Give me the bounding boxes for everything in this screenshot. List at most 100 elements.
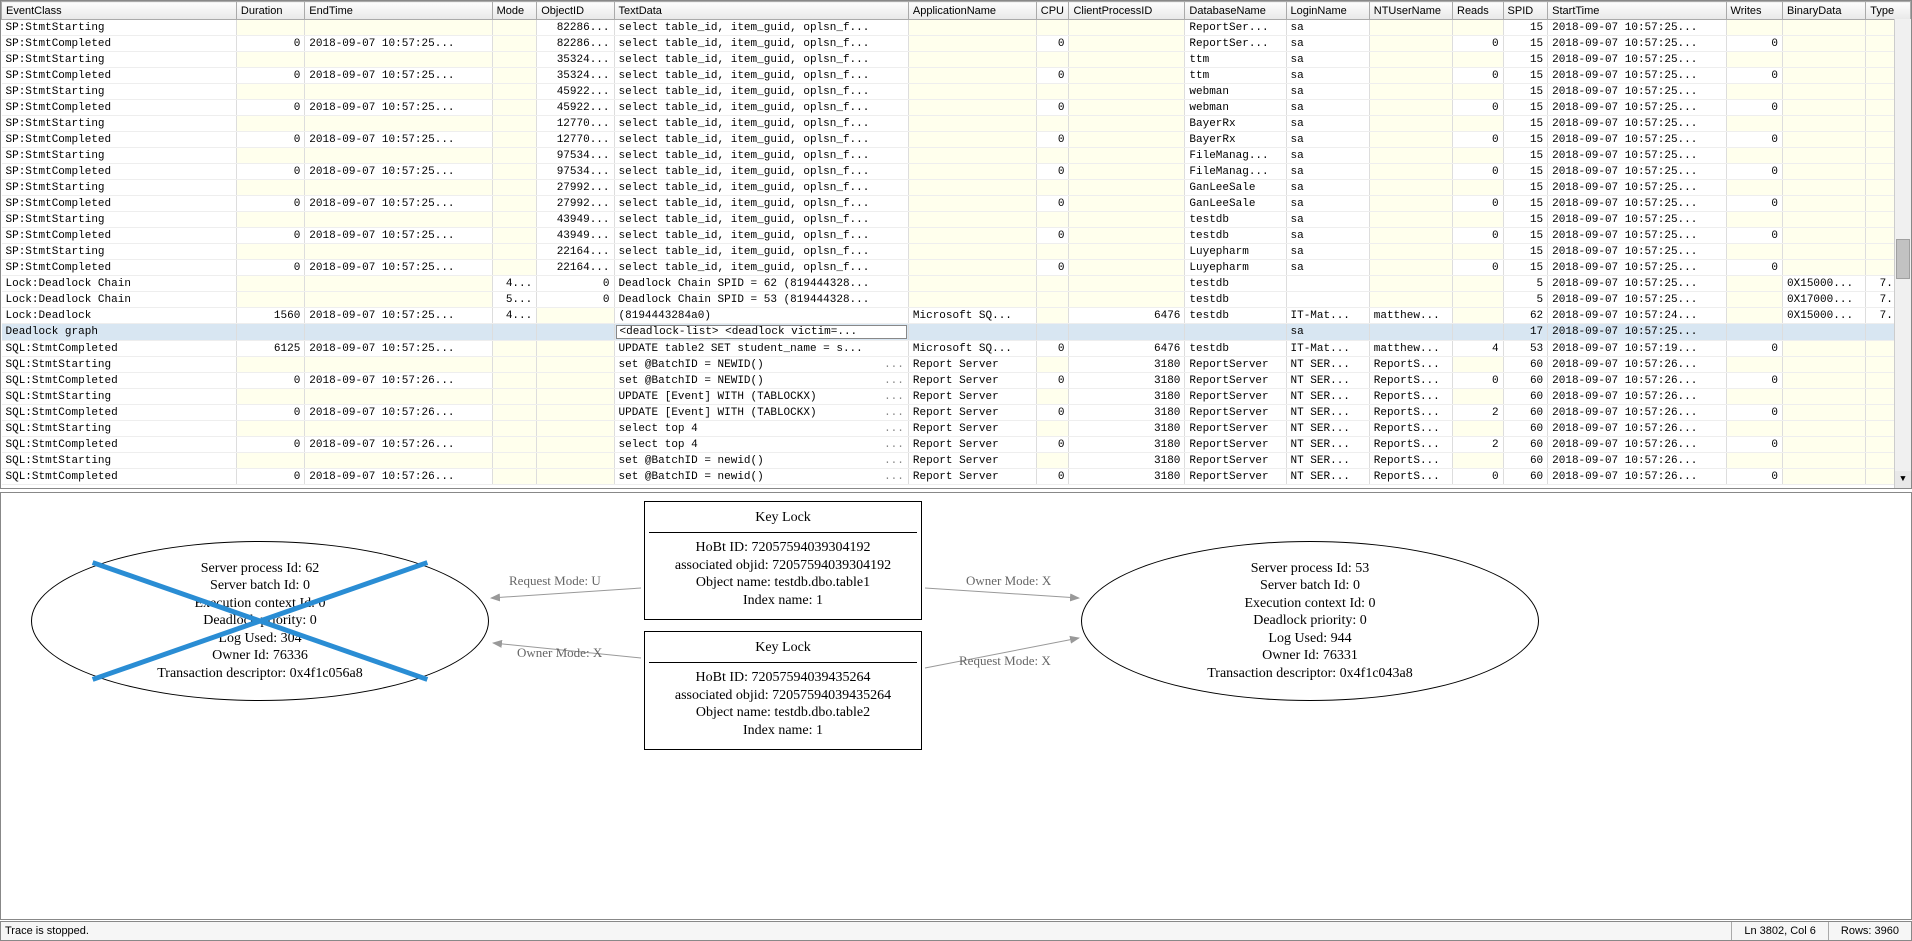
col-EndTime[interactable]: EndTime bbox=[305, 2, 492, 20]
table-row[interactable]: SP:StmtStarting45922...select table_id, … bbox=[2, 84, 1911, 100]
table-row[interactable]: SQL:StmtStartingUPDATE [Event] WITH (TAB… bbox=[2, 389, 1911, 405]
cell-DatabaseName: testdb bbox=[1185, 212, 1286, 228]
col-BinaryData[interactable]: BinaryData bbox=[1783, 2, 1866, 20]
cell-Mode: 4... bbox=[492, 276, 537, 292]
table-row[interactable]: Lock:Deadlock Chain5...0Deadlock Chain S… bbox=[2, 292, 1911, 308]
scrollbar-thumb[interactable] bbox=[1896, 239, 1910, 279]
col-ClientProcessID[interactable]: ClientProcessID bbox=[1069, 2, 1185, 20]
col-CPU[interactable]: CPU bbox=[1036, 2, 1069, 20]
cell-EndTime: 2018-09-07 10:57:25... bbox=[305, 228, 492, 244]
cell-ApplicationName bbox=[908, 164, 1036, 180]
cell-EventClass: Lock:Deadlock Chain bbox=[2, 292, 237, 308]
table-row[interactable]: SQL:StmtCompleted61252018-09-07 10:57:25… bbox=[2, 341, 1911, 357]
table-row[interactable]: SQL:StmtCompleted02018-09-07 10:57:26...… bbox=[2, 469, 1911, 485]
table-row[interactable]: SP:StmtStarting22164...select table_id, … bbox=[2, 244, 1911, 260]
cell-LoginName: IT-Mat... bbox=[1286, 341, 1369, 357]
cell-Writes: 0 bbox=[1726, 469, 1782, 485]
table-row[interactable]: SP:StmtCompleted02018-09-07 10:57:25...9… bbox=[2, 164, 1911, 180]
cell-LoginName: NT SER... bbox=[1286, 453, 1369, 469]
cell-TextData: UPDATE [Event] WITH (TABLOCKX)... bbox=[614, 405, 908, 421]
deadlock-victim-process[interactable]: Server process Id: 62Server batch Id: 0E… bbox=[31, 541, 489, 701]
key-lock-2[interactable]: Key LockHoBt ID: 72057594039435264associ… bbox=[644, 631, 922, 750]
table-row[interactable]: SP:StmtCompleted02018-09-07 10:57:25...2… bbox=[2, 196, 1911, 212]
table-row[interactable]: SP:StmtStarting82286...select table_id, … bbox=[2, 20, 1911, 36]
col-SPID[interactable]: SPID bbox=[1503, 2, 1548, 20]
table-row[interactable]: SP:StmtStarting97534...select table_id, … bbox=[2, 148, 1911, 164]
table-row[interactable]: SP:StmtCompleted02018-09-07 10:57:25...1… bbox=[2, 132, 1911, 148]
cell-Writes bbox=[1726, 308, 1782, 324]
cell-Reads: 0 bbox=[1453, 373, 1504, 389]
cell-NTUserName bbox=[1369, 68, 1452, 84]
cell-Reads: 0 bbox=[1453, 164, 1504, 180]
col-ObjectID[interactable]: ObjectID bbox=[537, 2, 614, 20]
cell-TextData: select table_id, item_guid, oplsn_f... bbox=[614, 36, 908, 52]
cell-ApplicationName bbox=[908, 148, 1036, 164]
cell-ApplicationName bbox=[908, 68, 1036, 84]
col-Duration[interactable]: Duration bbox=[236, 2, 304, 20]
cell-LoginName bbox=[1286, 292, 1369, 308]
table-row[interactable]: Deadlock graph<deadlock-list> <deadlock … bbox=[2, 324, 1911, 341]
cell-Duration bbox=[236, 421, 304, 437]
vertical-scrollbar[interactable]: ▼ bbox=[1894, 19, 1911, 488]
col-Reads[interactable]: Reads bbox=[1453, 2, 1504, 20]
cell-ObjectID: 12770... bbox=[537, 116, 614, 132]
cell-Reads bbox=[1453, 212, 1504, 228]
table-row[interactable]: SP:StmtCompleted02018-09-07 10:57:25...2… bbox=[2, 260, 1911, 276]
deadlock-survivor-process[interactable]: Server process Id: 53Server batch Id: 0E… bbox=[1081, 541, 1539, 701]
cell-Reads bbox=[1453, 84, 1504, 100]
cell-ClientProcessID bbox=[1069, 68, 1185, 84]
cell-DatabaseName: BayerRx bbox=[1185, 116, 1286, 132]
col-Mode[interactable]: Mode bbox=[492, 2, 537, 20]
table-row[interactable]: SQL:StmtStartingset @BatchID = newid()..… bbox=[2, 453, 1911, 469]
cell-ObjectID: 97534... bbox=[537, 164, 614, 180]
table-row[interactable]: SP:StmtStarting43949...select table_id, … bbox=[2, 212, 1911, 228]
table-row[interactable]: SP:StmtCompleted02018-09-07 10:57:25...8… bbox=[2, 36, 1911, 52]
col-DatabaseName[interactable]: DatabaseName bbox=[1185, 2, 1286, 20]
cell-Writes: 0 bbox=[1726, 164, 1782, 180]
cell-EventClass: SQL:StmtStarting bbox=[2, 357, 237, 373]
cell-BinaryData bbox=[1783, 421, 1866, 437]
cell-NTUserName bbox=[1369, 148, 1452, 164]
table-row[interactable]: SQL:StmtStartingset @BatchID = NEWID()..… bbox=[2, 357, 1911, 373]
cell-StartTime: 2018-09-07 10:57:26... bbox=[1548, 469, 1726, 485]
cell-NTUserName: matthew... bbox=[1369, 341, 1452, 357]
key-lock-1[interactable]: Key LockHoBt ID: 72057594039304192associ… bbox=[644, 501, 922, 620]
cell-TextData: select table_id, item_guid, oplsn_f... bbox=[614, 68, 908, 84]
cell-EventClass: SP:StmtStarting bbox=[2, 180, 237, 196]
table-row[interactable]: SP:StmtCompleted02018-09-07 10:57:25...4… bbox=[2, 228, 1911, 244]
col-EventClass[interactable]: EventClass bbox=[2, 2, 237, 20]
table-row[interactable]: SQL:StmtCompleted02018-09-07 10:57:26...… bbox=[2, 405, 1911, 421]
col-NTUserName[interactable]: NTUserName bbox=[1369, 2, 1452, 20]
table-row[interactable]: SP:StmtStarting35324...select table_id, … bbox=[2, 52, 1911, 68]
col-StartTime[interactable]: StartTime bbox=[1548, 2, 1726, 20]
col-TextData[interactable]: TextData bbox=[614, 2, 908, 20]
cell-EndTime bbox=[305, 84, 492, 100]
table-row[interactable]: SQL:StmtCompleted02018-09-07 10:57:26...… bbox=[2, 373, 1911, 389]
col-Writes[interactable]: Writes bbox=[1726, 2, 1782, 20]
cell-ObjectID bbox=[537, 324, 614, 341]
cell-ObjectID: 43949... bbox=[537, 212, 614, 228]
cell-LoginName: sa bbox=[1286, 116, 1369, 132]
table-row[interactable]: SP:StmtStarting12770...select table_id, … bbox=[2, 116, 1911, 132]
col-ApplicationName[interactable]: ApplicationName bbox=[908, 2, 1036, 20]
table-row[interactable]: Lock:Deadlock Chain4...0Deadlock Chain S… bbox=[2, 276, 1911, 292]
cell-LoginName: sa bbox=[1286, 148, 1369, 164]
col-Type[interactable]: Type bbox=[1866, 2, 1911, 20]
scrollbar-down-arrow[interactable]: ▼ bbox=[1895, 471, 1911, 488]
table-row[interactable]: SP:StmtStarting27992...select table_id, … bbox=[2, 180, 1911, 196]
cell-Duration bbox=[236, 20, 304, 36]
table-row[interactable]: SQL:StmtCompleted02018-09-07 10:57:26...… bbox=[2, 437, 1911, 453]
cell-Reads: 0 bbox=[1453, 36, 1504, 52]
cell-ApplicationName: Report Server bbox=[908, 437, 1036, 453]
col-LoginName[interactable]: LoginName bbox=[1286, 2, 1369, 20]
cell-TextData: UPDATE [Event] WITH (TABLOCKX)... bbox=[614, 389, 908, 405]
table-row[interactable]: Lock:Deadlock15602018-09-07 10:57:25...4… bbox=[2, 308, 1911, 324]
cell-NTUserName: matthew... bbox=[1369, 308, 1452, 324]
table-row[interactable]: SP:StmtCompleted02018-09-07 10:57:25...3… bbox=[2, 68, 1911, 84]
table-row[interactable]: SQL:StmtStartingselect top 4...Report Se… bbox=[2, 421, 1911, 437]
table-row[interactable]: SP:StmtCompleted02018-09-07 10:57:25...4… bbox=[2, 100, 1911, 116]
cell-CPU bbox=[1036, 276, 1069, 292]
cell-LoginName: sa bbox=[1286, 244, 1369, 260]
cell-TextData: select table_id, item_guid, oplsn_f... bbox=[614, 116, 908, 132]
cell-ApplicationName: Report Server bbox=[908, 421, 1036, 437]
